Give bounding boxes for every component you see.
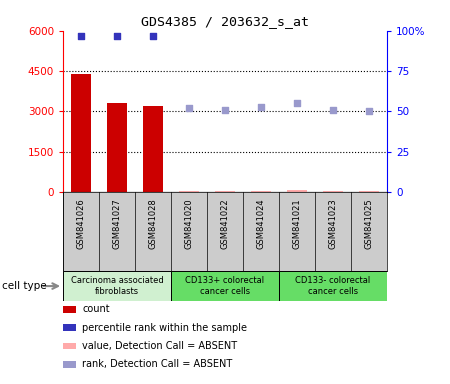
Text: value, Detection Call = ABSENT: value, Detection Call = ABSENT bbox=[82, 341, 238, 351]
Text: rank, Detection Call = ABSENT: rank, Detection Call = ABSENT bbox=[82, 359, 233, 369]
Text: GSM841026: GSM841026 bbox=[76, 198, 86, 249]
Title: GDS4385 / 203632_s_at: GDS4385 / 203632_s_at bbox=[141, 15, 309, 28]
Text: cell type: cell type bbox=[2, 281, 47, 291]
Text: GSM841024: GSM841024 bbox=[256, 198, 266, 249]
Bar bbox=[279, 271, 387, 301]
Text: GSM841020: GSM841020 bbox=[184, 198, 194, 249]
Point bbox=[113, 33, 121, 39]
Point bbox=[365, 108, 373, 114]
Bar bbox=[323, 191, 343, 192]
Bar bbox=[179, 190, 199, 192]
Text: GSM841028: GSM841028 bbox=[148, 198, 157, 249]
Bar bbox=[107, 103, 127, 192]
Text: GSM841025: GSM841025 bbox=[364, 198, 373, 249]
Point bbox=[149, 33, 157, 39]
Bar bbox=[171, 271, 279, 301]
Point bbox=[257, 103, 265, 109]
Point bbox=[221, 107, 229, 113]
Text: CD133+ colorectal
cancer cells: CD133+ colorectal cancer cells bbox=[185, 276, 265, 296]
Bar bbox=[63, 271, 171, 301]
Point bbox=[185, 105, 193, 111]
Text: GSM841022: GSM841022 bbox=[220, 198, 230, 249]
Bar bbox=[71, 74, 91, 192]
Text: percentile rank within the sample: percentile rank within the sample bbox=[82, 323, 248, 333]
Bar bbox=[251, 191, 271, 192]
Point bbox=[77, 33, 85, 39]
Point bbox=[293, 100, 301, 106]
Text: count: count bbox=[82, 304, 110, 314]
Bar bbox=[215, 191, 235, 192]
Text: CD133- colorectal
cancer cells: CD133- colorectal cancer cells bbox=[295, 276, 371, 296]
Bar bbox=[143, 106, 163, 192]
Text: GSM841021: GSM841021 bbox=[292, 198, 302, 249]
Text: GSM841023: GSM841023 bbox=[328, 198, 338, 249]
Bar bbox=[359, 191, 379, 192]
Point bbox=[329, 107, 337, 113]
Text: Carcinoma associated
fibroblasts: Carcinoma associated fibroblasts bbox=[71, 276, 163, 296]
Text: GSM841027: GSM841027 bbox=[112, 198, 122, 249]
Bar bbox=[287, 190, 307, 192]
